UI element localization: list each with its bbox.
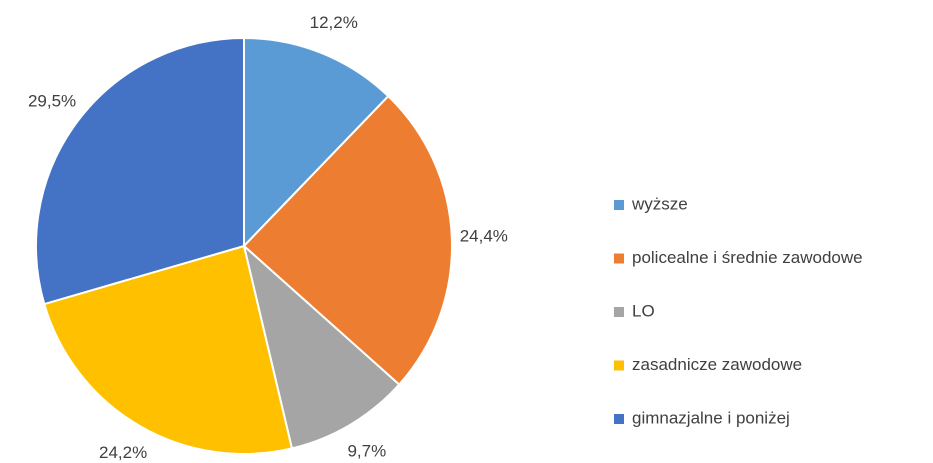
- legend-swatch: [614, 307, 624, 317]
- data-label: 24,4%: [460, 226, 508, 245]
- legend-swatch: [614, 200, 624, 210]
- legend-swatch: [614, 253, 624, 264]
- data-label: 9,7%: [347, 442, 386, 461]
- legend-swatch: [614, 360, 624, 371]
- legend-label: gimnazjalne i poniżej: [632, 408, 790, 427]
- data-label: 12,2%: [310, 13, 358, 32]
- pie-slice: [43, 244, 294, 455]
- legend-swatch: [614, 414, 624, 424]
- pie-slice: [242, 94, 453, 386]
- data-label: 24,2%: [99, 443, 147, 462]
- legend-label: policealne i średnie zawodowe: [632, 248, 863, 267]
- data-label: 29,5%: [28, 91, 76, 110]
- pie-slice: [35, 36, 245, 306]
- pie-slice: [243, 36, 390, 249]
- pie-slice: [242, 243, 401, 450]
- legend-label: zasadnicze zawodowe: [632, 355, 802, 374]
- legend-label: LO: [632, 301, 655, 320]
- legend-label: wyższe: [631, 194, 688, 213]
